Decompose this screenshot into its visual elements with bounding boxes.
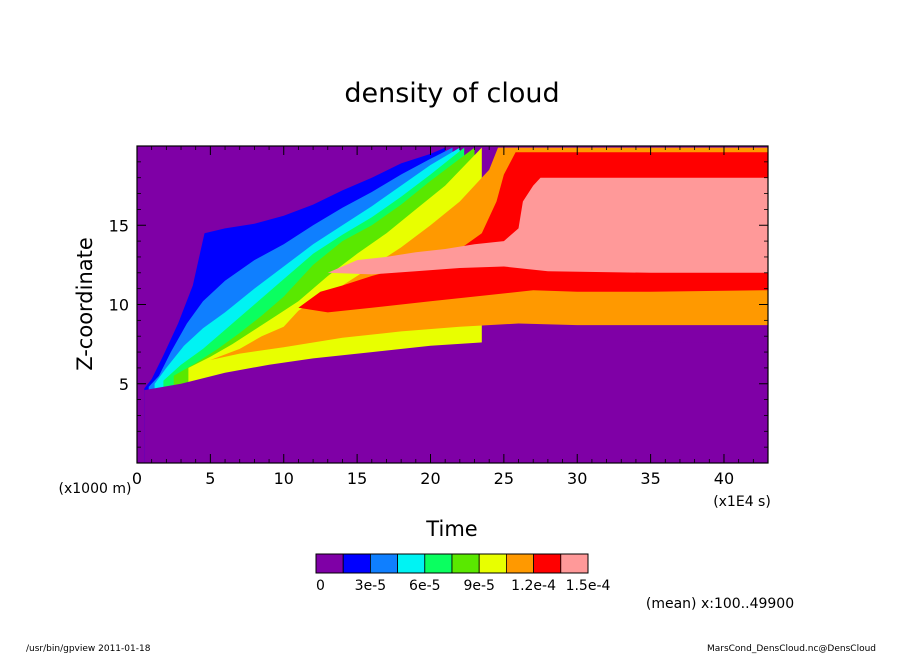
colorbar-label: 1.2e-4 xyxy=(511,578,556,594)
colorbar-swatch xyxy=(505,553,534,574)
colorbar: 0 3e-5 6e-5 9e-5 1.2e-4 1.5e-4 xyxy=(315,553,611,594)
x-tick-label: 30 xyxy=(567,469,587,488)
colorbar-swatch xyxy=(560,553,589,574)
y-tick-label: 5 xyxy=(119,375,129,394)
y-axis: 5 10 15 xyxy=(109,161,768,448)
x-axis: 0 5 10 15 20 25 30 35 40 xyxy=(132,146,769,488)
colorbar-label: 9e-5 xyxy=(463,578,494,594)
colorbar-swatch xyxy=(315,553,344,574)
y-tick-label: 10 xyxy=(109,296,129,315)
x-axis-label: Time xyxy=(425,517,477,541)
colorbar-label: 6e-5 xyxy=(409,578,440,594)
colorbar-swatch xyxy=(369,553,398,574)
contour-layers xyxy=(144,147,768,463)
colorbar-swatch xyxy=(533,553,562,574)
colorbar-label: 1.5e-4 xyxy=(566,578,611,594)
colorbar-swatch xyxy=(478,553,507,574)
footer-left: /usr/bin/gpview 2011-01-18 xyxy=(26,644,151,654)
colorbar-swatch xyxy=(342,553,371,574)
x-tick-label: 10 xyxy=(274,469,294,488)
x-tick-label: 0 xyxy=(132,469,142,488)
y-unit-label: (x1000 m) xyxy=(59,481,132,497)
x-tick-label: 35 xyxy=(640,469,660,488)
y-axis-label: Z-coordinate xyxy=(73,237,97,371)
x-tick-label: 25 xyxy=(494,469,514,488)
x-unit-label: (x1E4 s) xyxy=(713,494,771,510)
zero-density-region xyxy=(144,339,768,463)
x-tick-label: 15 xyxy=(347,469,367,488)
x-tick-label: 20 xyxy=(420,469,440,488)
contour-level-9 xyxy=(327,177,768,275)
mean-annotation: (mean) x:100..49900 xyxy=(646,596,794,612)
footer-right: MarsCond_DensCloud.nc@DensCloud xyxy=(707,644,876,654)
x-tick-label: 40 xyxy=(714,469,734,488)
colorbar-label: 3e-5 xyxy=(355,578,386,594)
colorbar-frame xyxy=(315,553,589,574)
colorbar-swatch xyxy=(424,553,453,574)
colorbar-swatch xyxy=(451,553,480,574)
y-tick-label: 15 xyxy=(109,216,129,235)
chart-title: density of cloud xyxy=(344,78,559,109)
plot-area: 0 5 10 15 20 25 30 35 40 5 10 15 xyxy=(109,145,769,488)
colorbar-swatch xyxy=(397,553,426,574)
colorbar-label: 0 xyxy=(316,578,325,594)
x-tick-label: 5 xyxy=(205,469,215,488)
